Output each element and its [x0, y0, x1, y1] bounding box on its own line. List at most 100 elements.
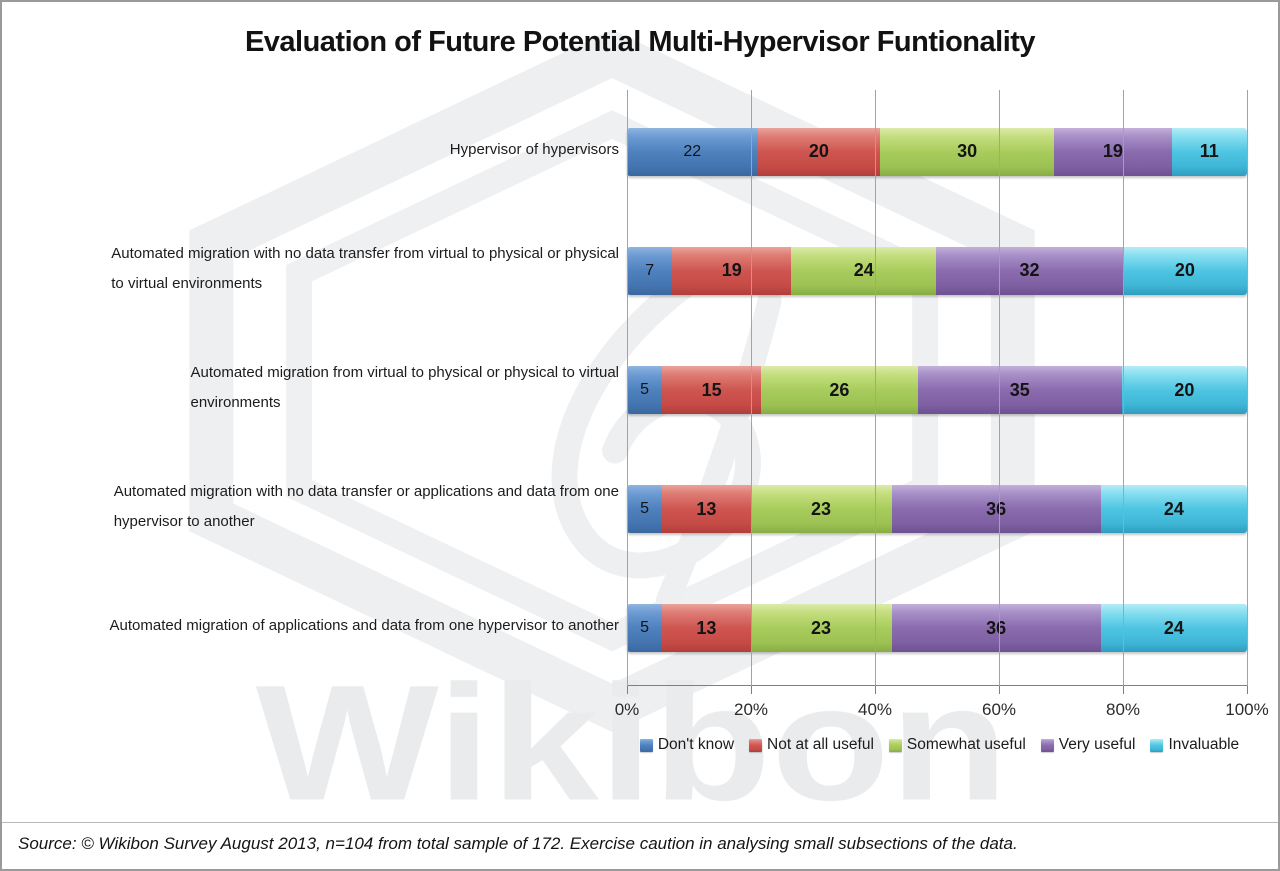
- bar-value-label: 20: [1174, 260, 1195, 281]
- category-slot: Hypervisor of hypervisors: [6, 90, 619, 209]
- legend-swatch: [749, 738, 763, 752]
- bar-segment: 36: [891, 485, 1101, 534]
- legend-swatch: [1150, 738, 1164, 752]
- stacked-bar: 5 15 26 35 20: [627, 366, 1247, 414]
- legend-item: Very useful: [1040, 736, 1136, 754]
- bar-value-label: 24: [1163, 498, 1184, 519]
- category-slot: Automated migration with no data transfe…: [6, 448, 619, 567]
- stacked-bar: 5 13 23 36 24: [627, 604, 1247, 653]
- bar-rows: 22 20 30 19 11 7 19 24 32 20 5 15 26 35 20 5 13 23 36 24 5 13…: [627, 92, 1247, 688]
- gridline: [1247, 90, 1248, 686]
- bar-segment: 5: [627, 485, 663, 534]
- bar-value-label: 26: [829, 379, 850, 400]
- legend-label: Not at all useful: [767, 736, 874, 753]
- bar-row-slot: 5 15 26 35 20: [627, 330, 1247, 449]
- legend-label: Very useful: [1058, 736, 1136, 753]
- legend-label: Somewhat useful: [906, 736, 1026, 753]
- legend-item: Invaluable: [1150, 736, 1239, 754]
- bar-segment: 24: [1100, 604, 1247, 653]
- tick-mark: [1123, 686, 1124, 694]
- bar-value-label: 5: [640, 381, 650, 398]
- tick-mark: [875, 686, 876, 694]
- legend-swatch: [639, 738, 653, 752]
- bar-segment: 26: [761, 366, 918, 414]
- bar-value-label: 22: [683, 142, 702, 160]
- bar-value-label: 30: [957, 141, 978, 162]
- bar-segment: 11: [1171, 127, 1247, 176]
- footer-separator-line: [2, 822, 1278, 823]
- bar-value-label: 19: [1102, 141, 1123, 162]
- bar-value-label: 36: [986, 617, 1007, 638]
- bar-segment: 20: [1121, 366, 1247, 414]
- stacked-bar: 7 19 24 32 20: [627, 246, 1247, 295]
- bar-segment: 23: [750, 604, 892, 653]
- bar-row-slot: 7 19 24 32 20: [627, 211, 1247, 330]
- legend-item: Not at all useful: [749, 736, 874, 754]
- legend: Don't know Not at all useful Somewhat usef…: [617, 736, 1262, 754]
- source-note: Source: © Wikibon Survey August 2013, n=…: [18, 834, 1018, 853]
- legend-label: Invaluable: [1168, 736, 1240, 753]
- legend-label: Don't know: [657, 736, 735, 753]
- bar-segment: 32: [936, 246, 1123, 295]
- bar-segment: 30: [880, 127, 1055, 176]
- bar-value-label: 13: [696, 498, 717, 519]
- category-slot: Automated migration of applications and …: [6, 567, 619, 686]
- plot-area: 22 20 30 19 11 7 19 24 32 20 5 15 26 35 20 5 13 23 36 24 5 13…: [627, 90, 1248, 694]
- bar-segment: 5: [627, 366, 663, 414]
- x-tick-label: 100%: [1225, 700, 1269, 719]
- category-label: Hypervisor of hypervisors: [449, 140, 619, 158]
- bar-value-label: 24: [1163, 617, 1184, 638]
- category-slot: Automated migration with no data transfe…: [6, 209, 619, 328]
- category-label: Automated migration of applications and …: [109, 617, 619, 635]
- category-labels-column: Hypervisor of hypervisors Automated migra…: [6, 90, 619, 686]
- category-label: Automated migration with no data transfe…: [113, 483, 619, 531]
- bar-value-label: 15: [701, 379, 722, 400]
- category-slot: Automated migration from virtual to phys…: [6, 328, 619, 447]
- bar-value-label: 5: [640, 500, 650, 518]
- bar-segment: 20: [1122, 246, 1247, 295]
- gridline: [999, 90, 1000, 686]
- gridline: [1123, 90, 1124, 686]
- bar-segment: 19: [1054, 127, 1172, 176]
- bar-value-label: 32: [1019, 260, 1040, 281]
- bar-segment: 15: [662, 366, 762, 414]
- tick-mark: [999, 686, 1000, 694]
- bar-value-label: 36: [986, 498, 1007, 519]
- bar-segment: 13: [662, 604, 751, 653]
- x-axis-labels: 0% 20% 40% 60% 80% 100%: [615, 700, 1269, 722]
- bar-value-label: 7: [645, 261, 655, 279]
- x-tick-label: 80%: [1105, 700, 1141, 719]
- bar-segment: 23: [750, 485, 892, 534]
- bar-segment: 13: [662, 485, 751, 534]
- bar-value-label: 20: [808, 141, 829, 162]
- bar-value-label: 23: [811, 617, 832, 638]
- bar-row-slot: 22 20 30 19 11: [627, 92, 1247, 211]
- legend-swatch: [1040, 738, 1054, 752]
- bar-segment: 5: [627, 604, 663, 653]
- bar-value-label: 19: [721, 260, 742, 281]
- x-tick-label: 20%: [733, 700, 769, 719]
- stacked-bar: 22 20 30 19 11: [627, 127, 1247, 176]
- bar-value-label: 20: [1174, 379, 1195, 400]
- bar-segment: 7: [627, 246, 673, 295]
- gridline: [751, 90, 752, 686]
- x-tick-label: 60%: [981, 700, 1017, 719]
- bar-value-label: 24: [853, 260, 874, 281]
- bar-segment: 24: [1100, 485, 1247, 534]
- bar-value-label: 5: [640, 619, 650, 637]
- legend-swatch: [888, 738, 902, 752]
- bar-value-label: 23: [811, 498, 832, 519]
- tick-mark: [751, 686, 752, 694]
- legend-item: Somewhat useful: [888, 736, 1026, 754]
- bar-row-slot: 5 13 23 36 24: [627, 450, 1247, 569]
- category-label: Automated migration with no data transfe…: [111, 244, 619, 292]
- tick-mark: [627, 686, 628, 694]
- gridline: [875, 90, 876, 686]
- x-tick-label: 0%: [614, 700, 640, 719]
- bar-segment: 36: [891, 604, 1101, 653]
- bar-segment: 19: [672, 246, 792, 295]
- bar-value-label: 13: [696, 617, 717, 638]
- legend-item: Don't know: [639, 736, 735, 754]
- x-tick-label: 40%: [857, 700, 893, 719]
